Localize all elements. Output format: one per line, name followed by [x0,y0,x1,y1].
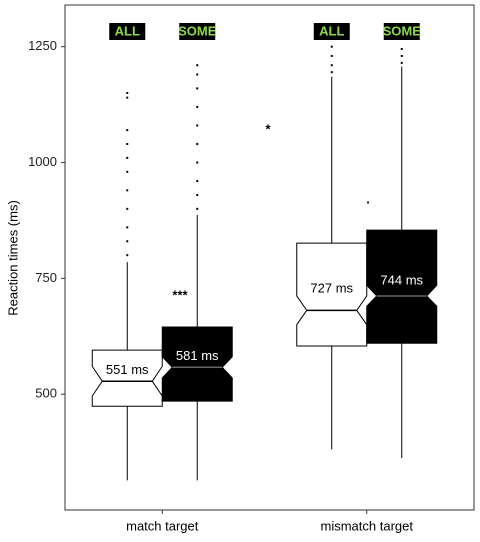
mean-label: 744 ms [380,273,423,288]
group-tag-label: SOME [178,23,217,38]
outlier [126,170,129,173]
group-tag [179,23,216,40]
outlier [330,71,333,74]
y-tick-label: 500 [35,386,57,401]
outlier [126,254,129,257]
outlier [126,142,129,145]
outlier [126,96,129,99]
mean-label: 581 ms [176,348,219,363]
box [91,349,163,407]
mean-label: 727 ms [310,280,353,295]
group-tag-label: ALL [319,23,344,38]
outlier [330,64,333,67]
outlier [196,64,199,67]
outlier [400,54,403,57]
outlier [196,73,199,76]
outlier [126,240,129,243]
x-tick-label: match target [126,518,199,533]
outlier [196,87,199,90]
significance-marker: * [265,121,271,136]
significance-marker: . [366,191,370,206]
outlier [126,207,129,210]
outlier [330,45,333,48]
box [161,326,233,402]
outlier [126,156,129,159]
group-tag-label: SOME [383,23,422,38]
outlier [330,54,333,57]
outlier [126,129,129,132]
outlier [196,124,199,127]
group-tag-label: ALL [115,23,140,38]
outlier [126,92,129,95]
outlier [196,161,199,164]
x-tick-label: mismatch target [321,518,414,533]
outlier [400,48,403,51]
outlier [400,61,403,64]
significance-marker: *** [172,287,188,302]
outlier [196,105,199,108]
y-tick-label: 1250 [28,38,57,53]
outlier [196,180,199,183]
group-tag [313,23,350,40]
box [366,229,438,344]
group-tag [109,23,146,40]
outlier [126,226,129,229]
y-axis-label: Reaction times (ms) [5,200,20,316]
group-tag [383,23,420,40]
y-tick-label: 1000 [28,154,57,169]
outlier [196,207,199,210]
outlier [126,189,129,192]
mean-label: 551 ms [106,362,149,377]
outlier [196,193,199,196]
outlier [196,142,199,145]
y-tick-label: 750 [35,270,57,285]
